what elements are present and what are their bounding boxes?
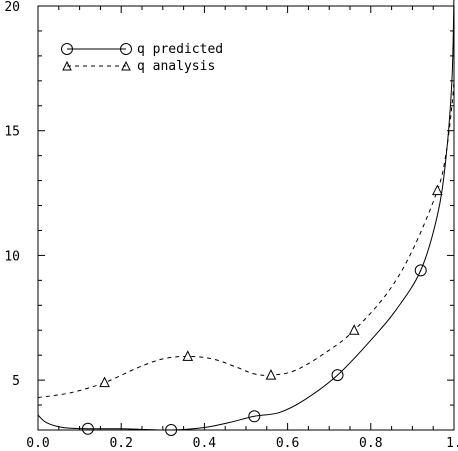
- legend-triangle-marker: [121, 60, 131, 71]
- y-axis-tick-labels: 5 10 15 20: [4, 0, 20, 389]
- plot-frame: [37, 5, 455, 431]
- legend-label-q-predicted: q predicted: [137, 42, 223, 57]
- x-tick-label: 1.: [446, 436, 458, 451]
- x-tick-label: 0.0: [26, 436, 49, 451]
- y-tick-label: 20: [4, 0, 20, 15]
- axis-ticks: [37, 5, 455, 431]
- series-line-q-predicted: [37, 0, 455, 431]
- data-point-q-analysis: [432, 184, 443, 196]
- data-point-q-predicted: [165, 424, 178, 436]
- legend-circle-marker: [120, 43, 132, 55]
- x-axis-tick-labels: 0.0 0.2 0.4 0.6 0.8 1.: [26, 436, 458, 451]
- legend-triangle-marker: [62, 60, 72, 71]
- data-point-q-analysis: [265, 369, 277, 380]
- y-tick-label: 15: [4, 125, 20, 140]
- data-point-q-predicted: [414, 264, 427, 277]
- x-tick-label: 0.4: [193, 436, 217, 451]
- x-tick-label: 0.8: [359, 436, 382, 451]
- x-tick-label: 0.6: [276, 436, 299, 451]
- series-line-q-analysis: [37, 80, 455, 399]
- data-point-q-analysis: [348, 324, 360, 335]
- x-tick-label: 0.2: [109, 436, 132, 451]
- legend-label-q-analysis: q analysis: [137, 59, 215, 74]
- data-point-q-predicted: [81, 422, 94, 435]
- legend: q predicted q analysis: [61, 42, 223, 74]
- data-point-q-predicted: [248, 410, 261, 423]
- data-point-q-predicted: [331, 369, 344, 382]
- series-layer: [37, 0, 455, 436]
- data-point-q-analysis: [182, 350, 194, 361]
- legend-circle-marker: [61, 43, 73, 55]
- y-tick-label: 10: [4, 249, 20, 264]
- data-point-q-analysis: [99, 376, 110, 388]
- y-tick-label: 5: [12, 374, 20, 389]
